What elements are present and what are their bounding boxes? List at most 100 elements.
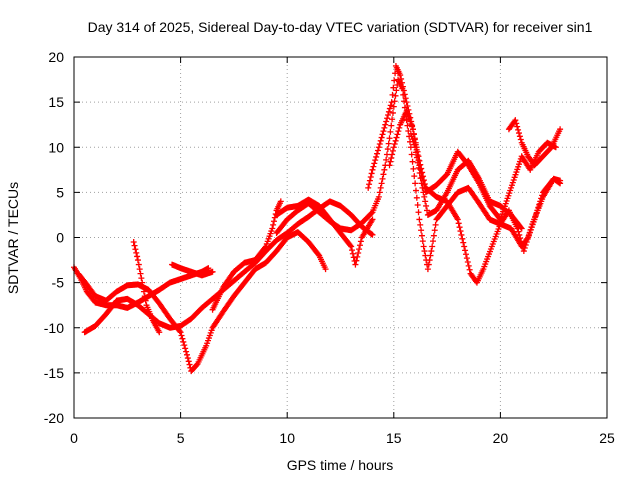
- y-tick-label: -20: [44, 410, 64, 426]
- data-point: [180, 338, 187, 345]
- data-point: [388, 122, 395, 129]
- data-point: [135, 261, 142, 268]
- data-point: [130, 239, 137, 246]
- data-point: [557, 126, 564, 133]
- data-point: [547, 145, 554, 152]
- data-point: [352, 261, 359, 268]
- data-point: [527, 226, 534, 233]
- data-point: [462, 251, 469, 258]
- data-point: [393, 87, 400, 94]
- data-point: [515, 126, 522, 133]
- data-point: [380, 128, 387, 135]
- data-point: [458, 231, 465, 238]
- data-point: [379, 175, 386, 182]
- data-point: [414, 202, 421, 209]
- data-point: [383, 118, 390, 125]
- data-point: [407, 130, 414, 137]
- data-point: [421, 193, 428, 200]
- data-point: [420, 189, 427, 196]
- data-point: [374, 147, 381, 154]
- data-point: [514, 123, 521, 130]
- data-point: [395, 128, 402, 135]
- data-point: [181, 342, 188, 349]
- data-point: [377, 137, 384, 144]
- data-point: [353, 257, 360, 264]
- data-point: [409, 158, 416, 165]
- data-point: [387, 128, 394, 135]
- data-point: [389, 116, 396, 123]
- data-point: [386, 162, 393, 169]
- y-tick-label: -10: [44, 320, 64, 336]
- data-point: [348, 243, 355, 250]
- data-point: [390, 84, 397, 91]
- data-point: [517, 224, 524, 231]
- data-point: [368, 231, 375, 238]
- data-point: [386, 105, 393, 112]
- data-point: [193, 361, 200, 368]
- data-point: [368, 210, 375, 217]
- y-tick-label: 20: [48, 49, 64, 65]
- data-point: [403, 99, 410, 106]
- data-point: [376, 141, 383, 148]
- x-tick-label: 20: [493, 430, 509, 446]
- data-point: [394, 131, 401, 138]
- data-point: [389, 91, 396, 98]
- data-point: [399, 83, 406, 90]
- data-point: [349, 247, 356, 254]
- data-point: [419, 238, 426, 245]
- data-point: [418, 180, 425, 187]
- data-point: [401, 91, 408, 98]
- data-point: [391, 98, 398, 105]
- data-point: [182, 345, 189, 352]
- data-point: [142, 297, 149, 304]
- data-point: [136, 266, 143, 273]
- data-point: [461, 243, 468, 250]
- data-point: [184, 355, 191, 362]
- data-point: [205, 265, 212, 272]
- data-point: [369, 231, 376, 238]
- series-track-11: [407, 130, 525, 232]
- data-point: [398, 75, 405, 82]
- data-point: [179, 335, 186, 342]
- data-point: [388, 155, 395, 162]
- data-point: [420, 177, 427, 184]
- data-point: [429, 243, 436, 250]
- data-point: [134, 253, 141, 260]
- data-point: [427, 252, 434, 259]
- data-point: [410, 165, 417, 172]
- data-point: [518, 238, 525, 245]
- data-point: [412, 187, 419, 194]
- data-point: [409, 126, 416, 133]
- data-point: [140, 288, 147, 295]
- data-point: [322, 266, 329, 273]
- data-point: [131, 242, 138, 249]
- data-point: [371, 160, 378, 167]
- data-point: [370, 163, 377, 170]
- data-point: [277, 198, 284, 205]
- data-point: [409, 136, 416, 143]
- data-point: [387, 102, 394, 109]
- data-point: [463, 255, 470, 262]
- y-tick-label: 15: [48, 94, 64, 110]
- data-point: [378, 180, 385, 187]
- data-point: [391, 77, 398, 84]
- data-point: [379, 131, 386, 138]
- data-point: [424, 266, 431, 273]
- data-point: [422, 198, 429, 205]
- data-point: [515, 228, 522, 235]
- data-point: [426, 257, 433, 264]
- data-point: [185, 358, 192, 365]
- data-point: [400, 87, 407, 94]
- data-point: [132, 246, 139, 253]
- y-axis-label: SDTVAR / TECUs: [5, 182, 21, 294]
- data-point: [430, 238, 437, 245]
- data-point: [399, 79, 406, 86]
- data-point: [465, 262, 472, 269]
- data-point: [388, 99, 395, 106]
- data-point: [375, 144, 382, 151]
- data-point: [368, 170, 375, 177]
- data-point: [524, 236, 531, 243]
- data-point: [375, 193, 382, 200]
- data-point: [383, 151, 390, 158]
- data-point: [380, 171, 387, 178]
